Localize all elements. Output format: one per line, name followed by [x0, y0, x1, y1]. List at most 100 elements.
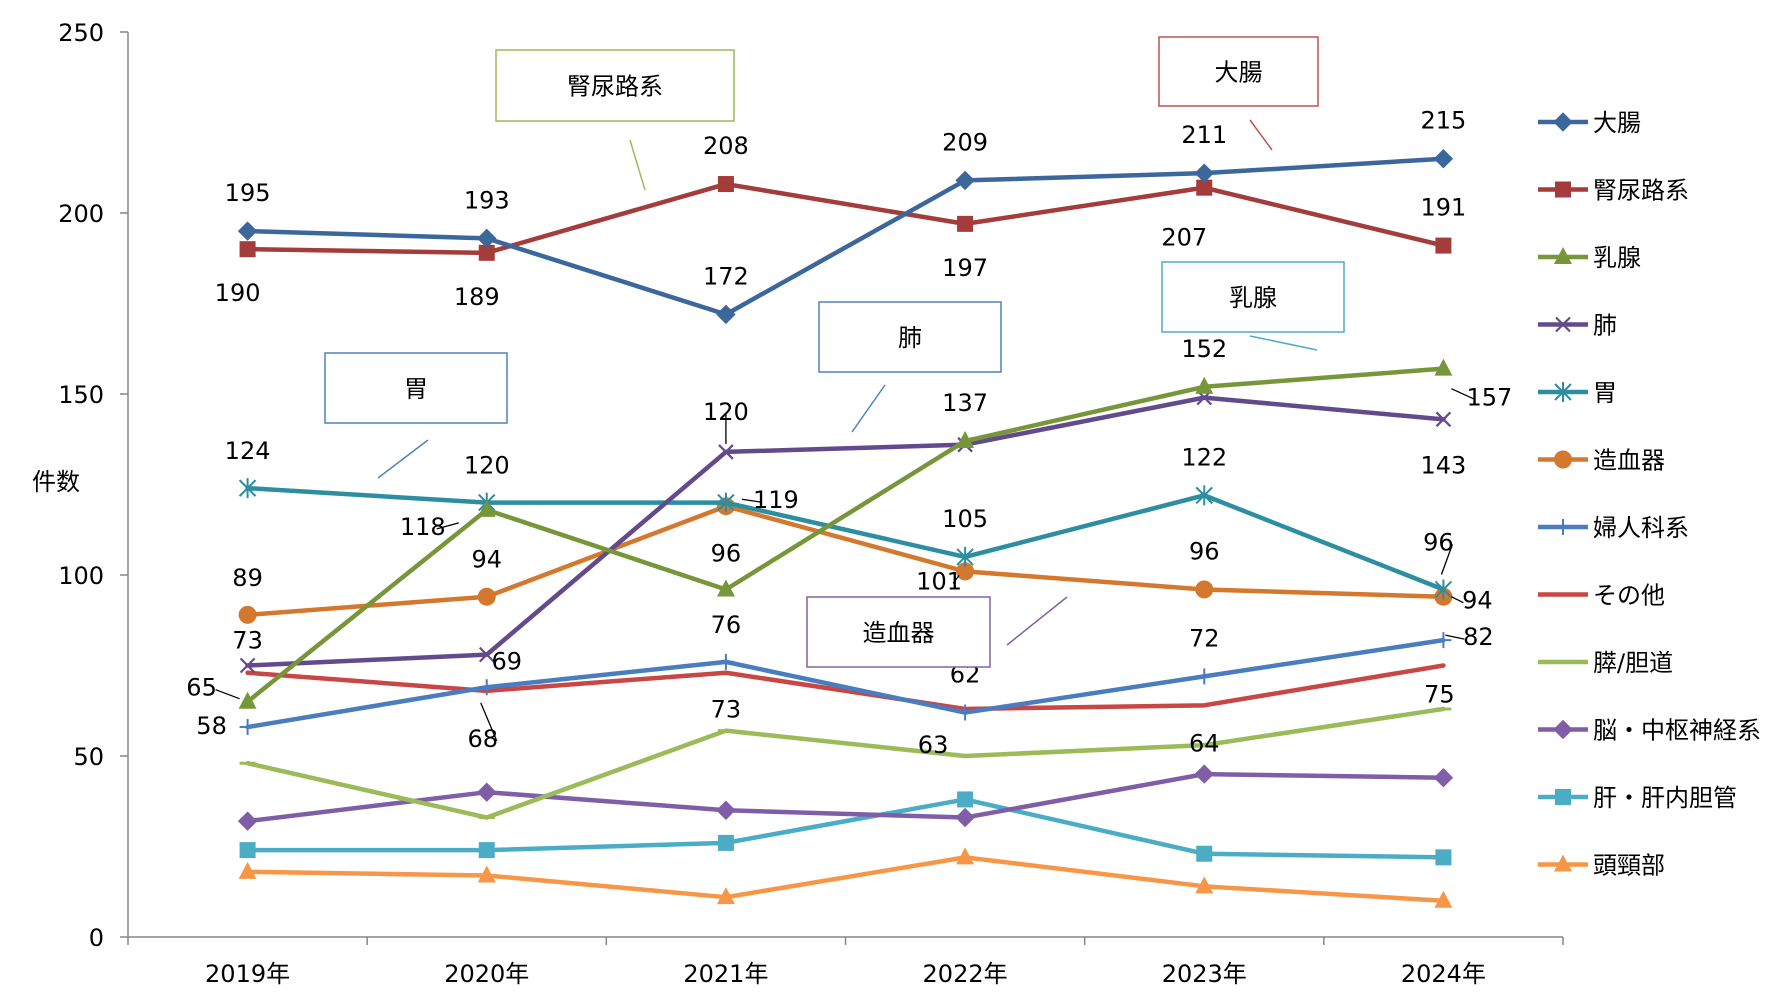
leader-line [480, 702, 498, 742]
data-label: 157 [1467, 384, 1513, 412]
data-point [1435, 237, 1452, 254]
x-tick-label: 2020年 [444, 960, 529, 988]
data-label: 64 [1189, 729, 1220, 757]
series-8 [245, 663, 1446, 712]
data-point [716, 800, 736, 821]
data-label: 63 [918, 731, 949, 759]
data-point [238, 861, 257, 879]
callout-pointer [629, 139, 646, 191]
data-point [238, 478, 257, 499]
data-point [1554, 854, 1572, 872]
data-point [1196, 179, 1213, 196]
series-line [245, 663, 1446, 712]
legend-label: 造血器 [1593, 447, 1665, 475]
callout-pointer [1249, 119, 1273, 151]
data-point [956, 562, 975, 581]
data-label: 58 [196, 712, 227, 740]
series-1 [237, 148, 1454, 325]
data-label: 190 [215, 279, 261, 307]
data-point [956, 546, 974, 567]
y-axis-label: 件数 [32, 468, 80, 496]
data-label: 152 [1181, 335, 1227, 363]
data-point [717, 176, 734, 193]
data-point [957, 215, 974, 232]
series-layer [237, 148, 1454, 908]
legend-label: その他 [1593, 582, 1665, 610]
data-point [1435, 849, 1452, 866]
callout-box: 乳腺 [1161, 261, 1345, 351]
callout-rect [818, 301, 1002, 373]
data-label: 68 [467, 725, 498, 753]
series-5 [238, 478, 1453, 600]
data-point [1434, 579, 1453, 600]
callout-rect [324, 352, 508, 424]
data-point [1435, 411, 1452, 428]
data-label: 82 [1463, 623, 1494, 651]
leader-line [952, 574, 960, 584]
data-point [237, 221, 258, 241]
series-10 [237, 764, 1454, 831]
data-point [1554, 382, 1572, 402]
legend-label: 頭頸部 [1593, 852, 1665, 880]
data-point [955, 170, 975, 191]
data-point [1195, 376, 1214, 394]
data-label: 195 [225, 179, 271, 207]
data-label: 122 [1181, 443, 1227, 471]
series-line [245, 366, 1446, 704]
y-tick-label: 250 [58, 19, 104, 47]
data-point [1195, 485, 1213, 506]
data-point [238, 691, 257, 709]
y-tick-label: 50 [73, 743, 104, 771]
callout-text: 乳腺 [1229, 284, 1277, 312]
data-point [239, 241, 256, 258]
series-line [245, 706, 1446, 820]
data-point [1196, 668, 1213, 685]
data-point [1196, 845, 1213, 862]
y-tick-label: 200 [58, 200, 104, 228]
series-7 [239, 632, 1452, 736]
series-9 [239, 706, 1452, 820]
legend-item: 腎尿路系 [1538, 177, 1689, 205]
data-point [239, 842, 256, 859]
data-label: 209 [942, 128, 988, 156]
series-line [245, 395, 1446, 668]
data-point [955, 807, 975, 828]
callout-rect [1161, 261, 1345, 333]
callout-box: 胃 [324, 352, 508, 479]
data-label: 96 [1189, 537, 1220, 565]
series-11 [239, 791, 1452, 866]
x-tick-label: 2019年 [205, 960, 290, 988]
data-point [477, 865, 496, 883]
callout-text: 大腸 [1215, 59, 1263, 87]
data-point [1555, 519, 1571, 535]
data-label: 65 [186, 674, 217, 702]
legend-item: 頭頸部 [1538, 852, 1665, 880]
legend-item: 肺 [1538, 312, 1617, 340]
data-point [1554, 450, 1572, 469]
y-tick-label: 150 [58, 381, 104, 409]
data-label: 73 [711, 696, 742, 724]
data-point [477, 587, 496, 606]
legend-label: 腎尿路系 [1593, 177, 1689, 205]
callout-rect [495, 49, 735, 122]
data-label: 191 [1421, 194, 1467, 222]
data-label: 193 [464, 186, 510, 214]
data-point [1553, 719, 1573, 740]
data-point [478, 244, 495, 261]
callout-pointer [1249, 335, 1318, 351]
leader-line [436, 522, 459, 530]
legend-label: 脳・中枢神経系 [1593, 717, 1761, 745]
data-point [1194, 764, 1214, 784]
data-point [1554, 247, 1572, 264]
data-point [239, 719, 256, 736]
legend-item: 肝・肝内胆管 [1538, 784, 1737, 812]
callout-box: 造血器 [806, 596, 1068, 668]
data-label: 208 [703, 132, 749, 160]
legend-item: 大腸 [1538, 109, 1641, 137]
legend-label: 膵/胆道 [1593, 649, 1673, 677]
y-tick-label: 0 [89, 924, 104, 952]
series-2 [239, 176, 1452, 261]
leader-line [1451, 388, 1476, 401]
data-label: 96 [711, 539, 742, 567]
